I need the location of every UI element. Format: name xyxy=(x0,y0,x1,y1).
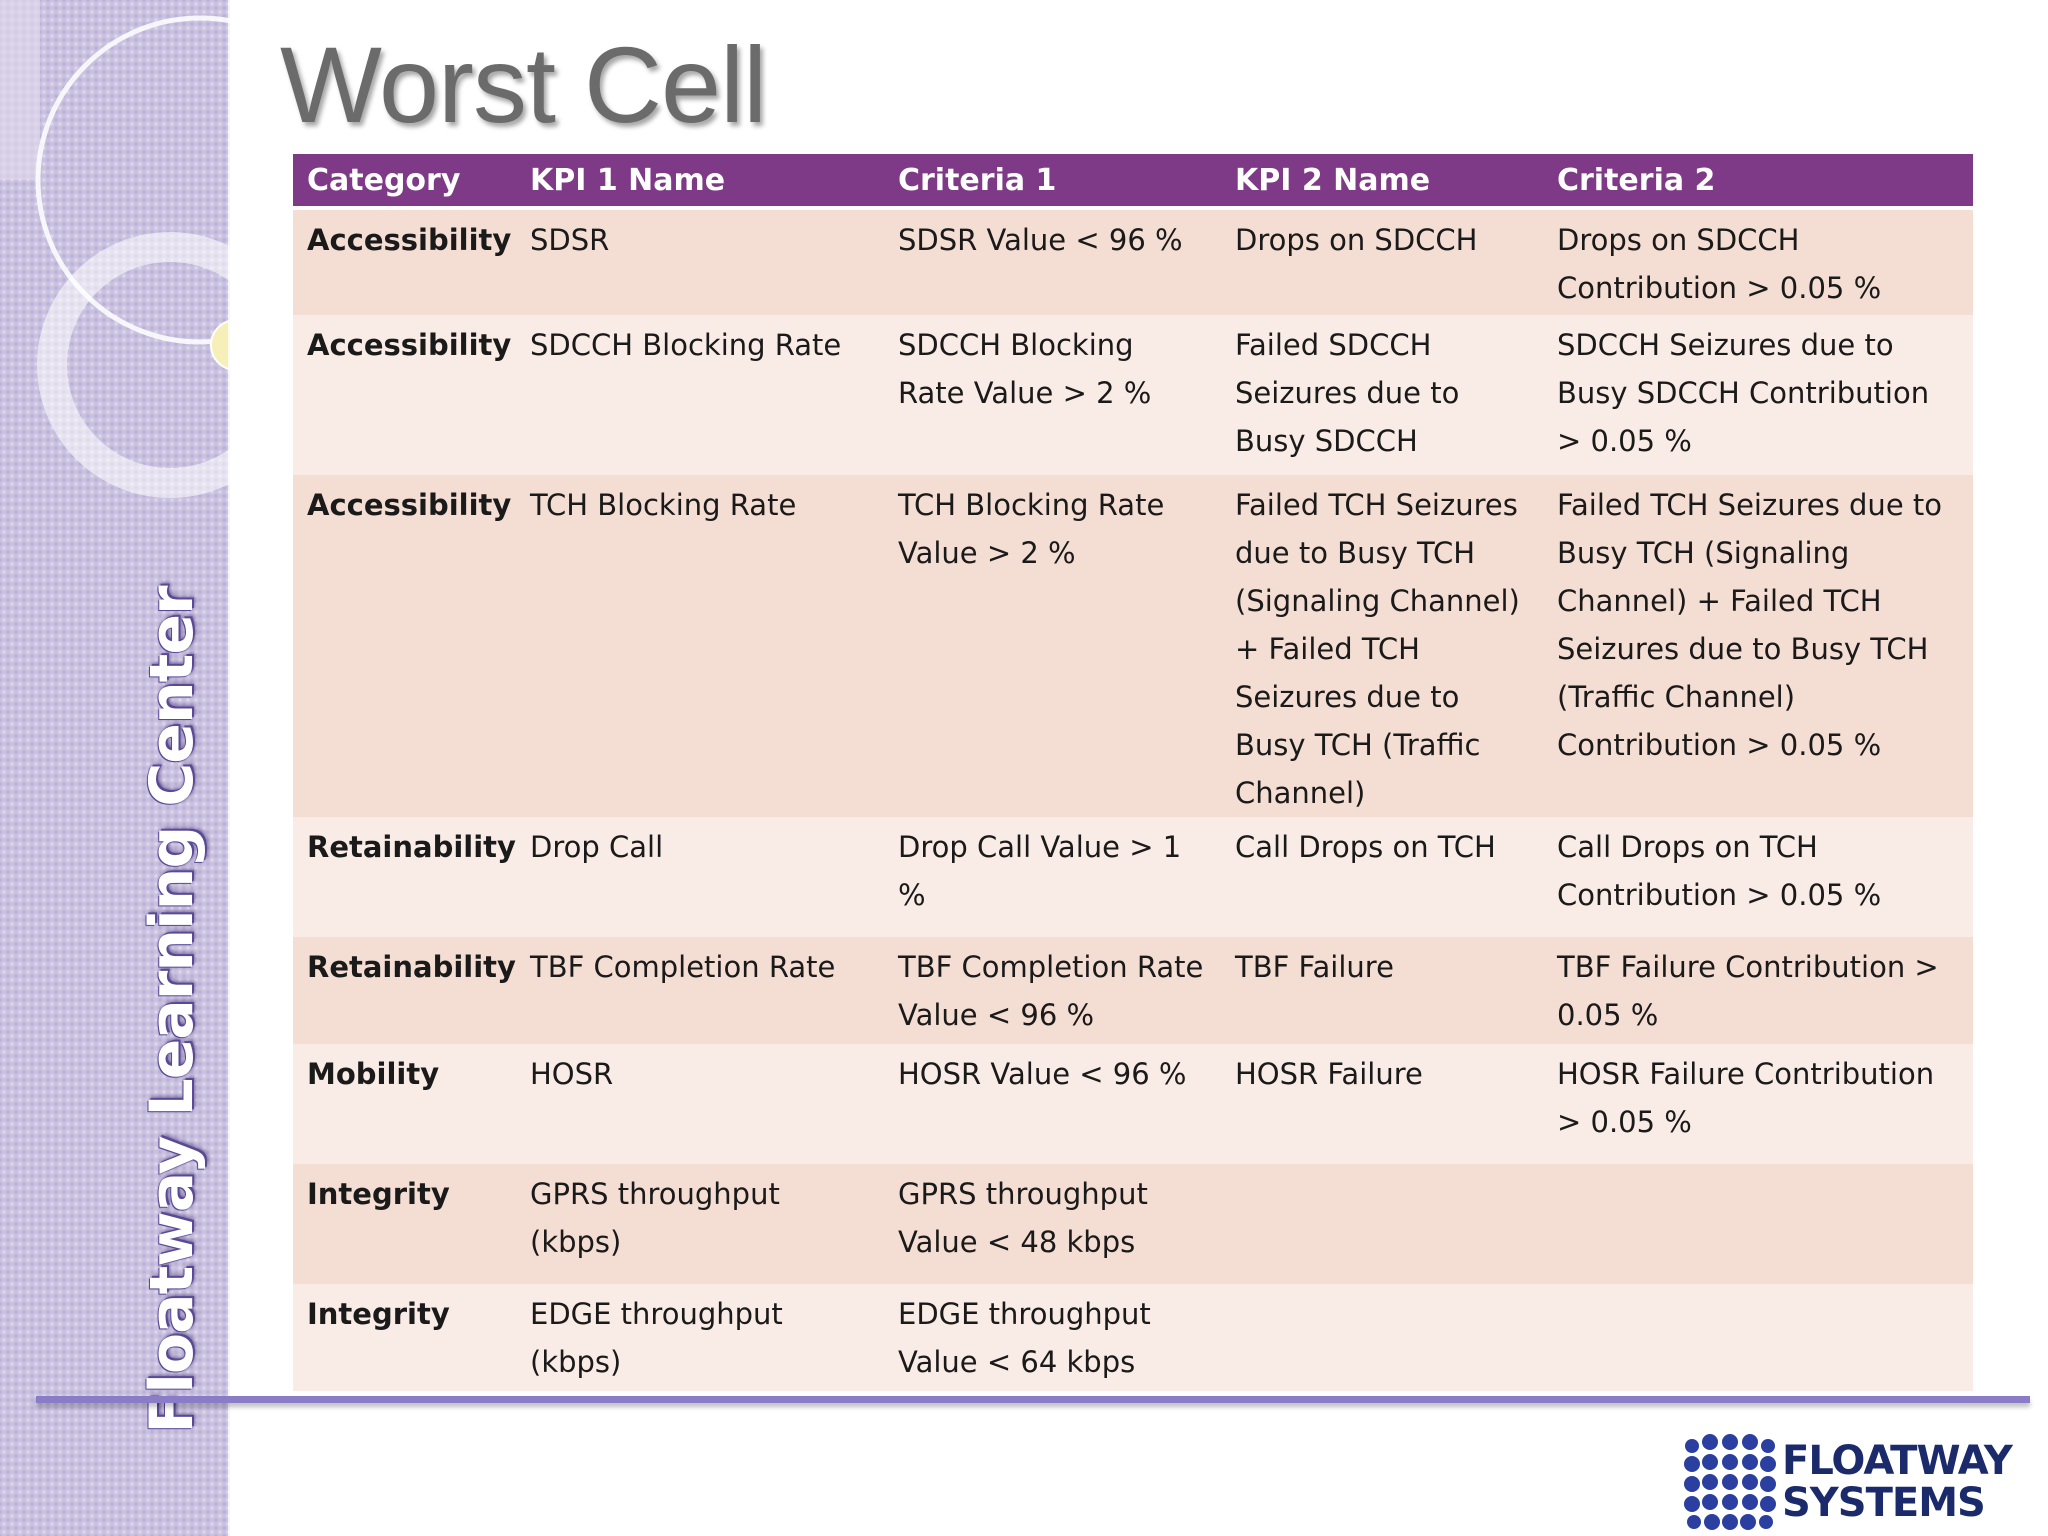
criteria1-cell: TBF Completion Rate Value < 96 % xyxy=(884,937,1221,1044)
kpi1-cell: GPRS throughput (kbps) xyxy=(516,1164,884,1284)
kpi1-cell: SDCCH Blocking Rate xyxy=(516,315,884,475)
kpi2-cell xyxy=(1221,1284,1543,1391)
kpi2-cell: Failed TCH Seizures due to Busy TCH (Sig… xyxy=(1221,475,1543,817)
criteria1-cell: TCH Blocking Rate Value > 2 % xyxy=(884,475,1221,817)
table-row: Retainability TBF Completion Rate TBF Co… xyxy=(293,937,1973,1044)
criteria2-cell xyxy=(1543,1284,1973,1391)
decorative-circles xyxy=(0,0,230,498)
column-header: KPI 1 Name xyxy=(516,154,884,210)
criteria2-cell: Failed TCH Seizures due to Busy TCH (Sig… xyxy=(1543,475,1973,817)
category-cell: Integrity xyxy=(293,1164,516,1284)
criteria2-cell: Call Drops on TCH Contribution > 0.05 % xyxy=(1543,817,1973,937)
footer-divider xyxy=(36,1396,2030,1403)
kpi2-cell: Call Drops on TCH xyxy=(1221,817,1543,937)
vertical-brand-text: Floatway Learning Center xyxy=(137,586,207,1434)
criteria2-cell: HOSR Failure Contribution > 0.05 % xyxy=(1543,1044,1973,1164)
logo-text: FLOATWAY SYSTEMS xyxy=(1782,1438,2013,1526)
table-row: Integrity GPRS throughput (kbps) GPRS th… xyxy=(293,1164,1973,1284)
kpi2-cell: HOSR Failure xyxy=(1221,1044,1543,1164)
kpi1-cell: SDSR xyxy=(516,208,884,315)
page-title: Worst Cell xyxy=(280,24,767,145)
category-cell: Integrity xyxy=(293,1284,516,1391)
criteria1-cell: EDGE throughput Value < 64 kbps xyxy=(884,1284,1221,1391)
table-row: Accessibility SDSR SDSR Value < 96 % Dro… xyxy=(293,208,1973,315)
criteria1-cell: Drop Call Value > 1 % xyxy=(884,817,1221,937)
floatway-systems-logo: FLOATWAY SYSTEMS xyxy=(1682,1432,2013,1532)
table-row: Retainability Drop Call Drop Call Value … xyxy=(293,817,1973,937)
logo-text-line1: FLOATWAY xyxy=(1782,1438,2013,1484)
kpi1-cell: HOSR xyxy=(516,1044,884,1164)
criteria1-cell: SDSR Value < 96 % xyxy=(884,208,1221,315)
category-cell: Retainability xyxy=(293,817,516,937)
criteria1-cell: HOSR Value < 96 % xyxy=(884,1044,1221,1164)
category-cell: Accessibility xyxy=(293,475,516,817)
criteria2-cell: SDCCH Seizures due to Busy SDCCH Contrib… xyxy=(1543,315,1973,475)
category-cell: Accessibility xyxy=(293,315,516,475)
kpi2-cell xyxy=(1221,1164,1543,1284)
table-row: Mobility HOSR HOSR Value < 96 % HOSR Fai… xyxy=(293,1044,1973,1164)
kpi2-cell: Drops on SDCCH xyxy=(1221,208,1543,315)
logo-dot-grid-icon xyxy=(1684,1434,1776,1530)
sidebar-panel: Floatway Learning Center xyxy=(0,0,230,1536)
glow-dot-icon xyxy=(210,319,230,371)
column-header: Criteria 2 xyxy=(1543,154,1973,210)
column-header: Criteria 1 xyxy=(884,154,1221,210)
column-header: Category xyxy=(293,154,516,210)
category-cell: Mobility xyxy=(293,1044,516,1164)
kpi2-cell: TBF Failure xyxy=(1221,937,1543,1044)
table-header-row: Category KPI 1 Name Criteria 1 KPI 2 Nam… xyxy=(293,154,1973,210)
kpi1-cell: Drop Call xyxy=(516,817,884,937)
category-cell: Retainability xyxy=(293,937,516,1044)
column-header: KPI 2 Name xyxy=(1221,154,1543,210)
category-cell: Accessibility xyxy=(293,208,516,315)
logo-text-line2: SYSTEMS xyxy=(1782,1480,1986,1526)
kpi1-cell: EDGE throughput (kbps) xyxy=(516,1284,884,1391)
kpi2-cell: Failed SDCCH Seizures due to Busy SDCCH xyxy=(1221,315,1543,475)
criteria2-cell xyxy=(1543,1164,1973,1284)
table-row: Integrity EDGE throughput (kbps) EDGE th… xyxy=(293,1284,1973,1391)
sidebar-divider xyxy=(228,0,231,1536)
worst-cell-table: Category KPI 1 Name Criteria 1 KPI 2 Nam… xyxy=(293,154,1973,1391)
kpi1-cell: TCH Blocking Rate xyxy=(516,475,884,817)
criteria2-cell: Drops on SDCCH Contribution > 0.05 % xyxy=(1543,208,1973,315)
kpi1-cell: TBF Completion Rate xyxy=(516,937,884,1044)
criteria2-cell: TBF Failure Contribution > 0.05 % xyxy=(1543,937,1973,1044)
table-row: Accessibility TCH Blocking Rate TCH Bloc… xyxy=(293,475,1973,817)
criteria1-cell: SDCCH Blocking Rate Value > 2 % xyxy=(884,315,1221,475)
criteria1-cell: GPRS throughput Value < 48 kbps xyxy=(884,1164,1221,1284)
table-row: Accessibility SDCCH Blocking Rate SDCCH … xyxy=(293,315,1973,475)
